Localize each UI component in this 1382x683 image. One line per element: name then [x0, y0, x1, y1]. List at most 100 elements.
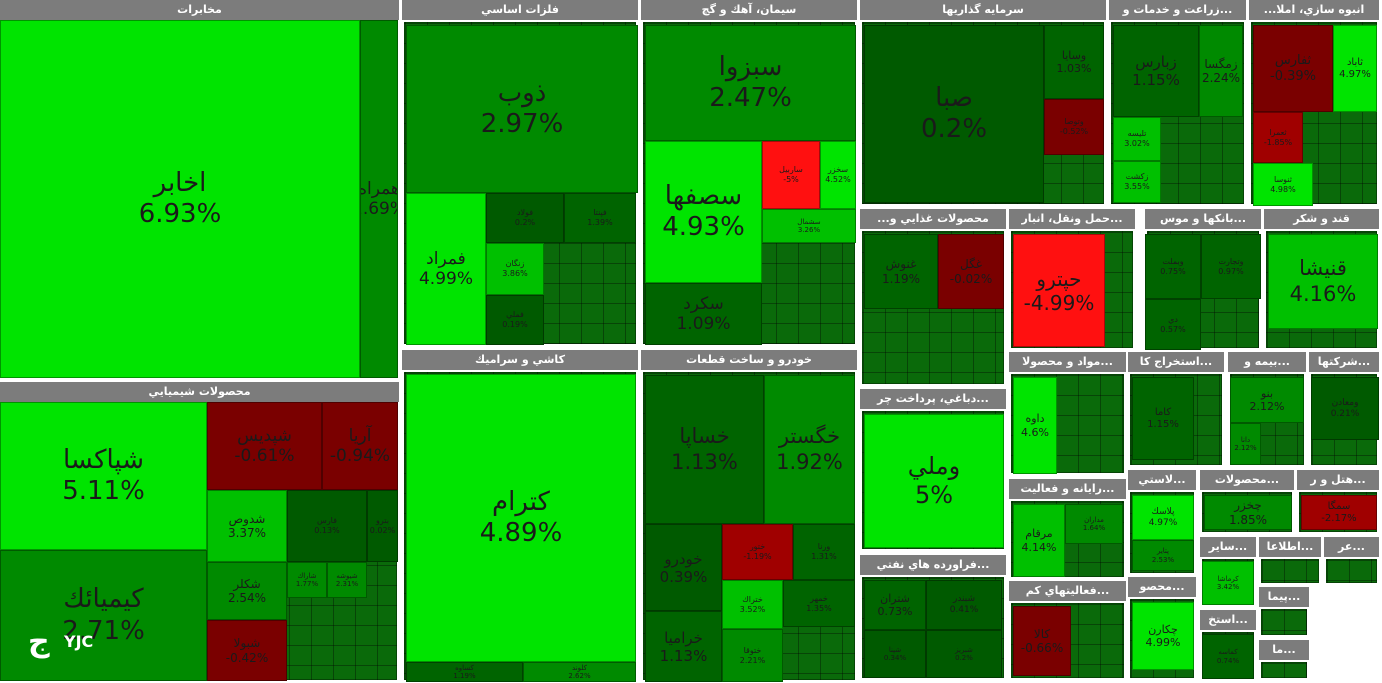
sector-5[interactable]: خودرو و ساخت قطعات خساپا 1.13% خگستر 1.92% خو…: [641, 350, 857, 682]
stock-tile[interactable]: سصفها 4.93%: [645, 141, 762, 283]
stock-tile[interactable]: مرقام 4.14%: [1013, 504, 1065, 577]
stock-tile[interactable]: كترام 4.89%: [406, 374, 636, 662]
sector-13[interactable]: ...دباغي، پرداخت چر وملي 5%: [860, 389, 1006, 551]
stock-tile[interactable]: كساوه 1.19%: [406, 662, 523, 682]
sector-17[interactable]: ...شركتها ومعادن 0.21%: [1309, 352, 1379, 467]
sector-6[interactable]: سرمايه گذاريها صبا 0.2% وسايا 1.03% وتوصا -0.5…: [860, 0, 1106, 206]
stock-tile[interactable]: ورنا 1.31%: [793, 524, 855, 580]
stock-tile[interactable]: خودرو 0.39%: [645, 524, 722, 611]
stock-tile[interactable]: چخزر 1.85%: [1204, 495, 1292, 530]
sector-24[interactable]: ...محصو چكارن 4.99%: [1128, 577, 1196, 680]
stock-tile[interactable]: وملي 5%: [864, 414, 1004, 548]
sector-28[interactable]: ...عر: [1324, 537, 1379, 585]
stock-tile[interactable]: شاراك 1.77%: [287, 562, 327, 598]
stock-tile[interactable]: سبزوا 2.47%: [645, 25, 856, 141]
stock-tile[interactable]: بنو 2.12%: [1230, 377, 1304, 423]
stock-tile[interactable]: تليسه 3.02%: [1113, 117, 1161, 161]
stock-tile[interactable]: صبا 0.2%: [864, 25, 1044, 203]
sector-11[interactable]: ...بانكها و موس وبملت 0.75% وتجارت 0.97% دي 0.…: [1145, 209, 1261, 350]
sector-8[interactable]: انبوه سازي، املا... ثفارس -0.39% ثاباد 4.97%…: [1249, 0, 1379, 206]
stock-tile[interactable]: خساپا 1.13%: [645, 375, 764, 524]
stock-tile[interactable]: سخزر 4.52%: [820, 141, 856, 209]
stock-tile[interactable]: سشمال 3.26%: [762, 209, 856, 243]
sector-23[interactable]: ...فعاليتهاي كم كالا -0.66%: [1009, 581, 1126, 680]
stock-tile[interactable]: دي 0.57%: [1145, 299, 1201, 350]
stock-tile[interactable]: خراميا 1.13%: [645, 611, 722, 682]
stock-tile[interactable]: سكرد 1.09%: [645, 283, 762, 345]
stock-tile[interactable]: فولاد 0.2%: [486, 193, 564, 243]
stock-tile[interactable]: بترو 0.02%: [367, 490, 398, 562]
stock-tile[interactable]: زبارس 1.15%: [1113, 25, 1199, 117]
sector-9[interactable]: محصولات غذايي و... غنوش 1.19% غگل -0.02%: [860, 209, 1006, 386]
stock-tile[interactable]: زمگسا 2.24%: [1199, 25, 1243, 117]
stock-tile[interactable]: غنوش 1.19%: [864, 234, 938, 309]
stock-tile[interactable]: ذوب 2.97%: [406, 25, 638, 193]
stock-tile[interactable]: وتوصا -0.52%: [1044, 99, 1104, 155]
stock-tile[interactable]: ساربيل -5%: [762, 141, 820, 209]
stock-tile[interactable]: ختوقا 2.21%: [722, 629, 783, 682]
sector-7[interactable]: ...زراعت و خدمات و زبارس 1.15% زمگسا 2.24% تل…: [1109, 0, 1246, 206]
stock-tile[interactable]: ثعمرا -1.85%: [1253, 112, 1303, 163]
stock-tile[interactable]: مداران 1.64%: [1065, 504, 1123, 544]
sector-15[interactable]: ...استخراج كا كاما 1.15%: [1128, 352, 1224, 467]
stock-tile[interactable]: شكلر 2.54%: [207, 562, 287, 620]
stock-tile[interactable]: پتاير 2.53%: [1132, 540, 1194, 571]
sector-18[interactable]: ...رايانه و فعاليت مرقام 4.14% مداران 1.64%: [1009, 479, 1126, 579]
stock-tile[interactable]: شپديس -0.61%: [207, 402, 322, 490]
stock-tile[interactable]: شپاكسا 5.11%: [0, 402, 207, 550]
stock-tile[interactable]: كلوند 2.62%: [523, 662, 636, 682]
sector-10[interactable]: ...حمل ونقل، انبار حپترو -4.99%: [1009, 209, 1135, 350]
stock-tile[interactable]: كماسه 0.74%: [1202, 634, 1254, 679]
sector-26[interactable]: ...ساير كرماشا 3.42%: [1200, 537, 1256, 607]
stock-tile[interactable]: سمگا -2.17%: [1301, 495, 1377, 530]
sector-30[interactable]: ...ما: [1259, 640, 1309, 680]
stock-tile[interactable]: داوه 4.6%: [1013, 377, 1057, 474]
sector-2[interactable]: فلزات اساسي ذوب 2.97% فمراد 4.99% فولاد 0.2% فپ…: [402, 0, 638, 346]
stock-tile[interactable]: فمراد 4.99%: [406, 193, 486, 345]
stock-tile[interactable]: فارس 0.13%: [287, 490, 367, 562]
stock-tile[interactable]: غگل -0.02%: [938, 234, 1004, 309]
stock-tile[interactable]: كاما 1.15%: [1132, 377, 1194, 460]
stock-tile[interactable]: شدوص 3.37%: [207, 490, 287, 562]
sector-4[interactable]: سيمان، آهك و گچ سبزوا 2.47% سصفها 4.93% سكرد 1…: [641, 0, 857, 346]
stock-tile[interactable]: شبريز 0.2%: [926, 630, 1002, 678]
sector-29[interactable]: ...پيما: [1259, 587, 1309, 637]
sector-14[interactable]: ...مواد و محصولا داوه 4.6%: [1009, 352, 1126, 475]
stock-tile[interactable]: وسايا 1.03%: [1044, 25, 1104, 99]
sector-20[interactable]: ...محصولات چخزر 1.85%: [1200, 470, 1294, 534]
sector-12[interactable]: قند و شكر قنيشا 4.16%: [1264, 209, 1379, 350]
stock-tile[interactable]: ثاباد 4.97%: [1333, 25, 1377, 112]
stock-tile[interactable]: آريا -0.94%: [322, 402, 398, 490]
sector-25[interactable]: ...استخ كماسه 0.74%: [1200, 610, 1256, 680]
stock-tile[interactable]: ثنوسا 4.98%: [1253, 163, 1313, 206]
stock-tile[interactable]: اخابر 6.93%: [0, 20, 360, 378]
stock-tile[interactable]: وبملت 0.75%: [1145, 234, 1201, 299]
stock-tile[interactable]: كالا -0.66%: [1013, 606, 1071, 676]
stock-tile[interactable]: ثفارس -0.39%: [1253, 25, 1333, 112]
stock-tile[interactable]: خگستر 1.92%: [764, 375, 855, 524]
stock-tile[interactable]: شپنا 0.34%: [864, 630, 926, 678]
stock-tile[interactable]: ختور -1.19%: [722, 524, 793, 580]
stock-tile[interactable]: قنيشا 4.16%: [1268, 234, 1378, 329]
stock-tile[interactable]: زكشت 3.55%: [1113, 161, 1161, 203]
stock-tile[interactable]: زنگان 3.86%: [486, 243, 544, 295]
stock-tile[interactable]: ختراك 3.52%: [722, 580, 783, 629]
sector-21[interactable]: ...هتل و ر سمگا -2.17%: [1297, 470, 1379, 534]
stock-tile[interactable]: فملي 0.19%: [486, 295, 544, 345]
stock-tile[interactable]: شبندر 0.41%: [926, 580, 1002, 630]
stock-tile[interactable]: ومعادن 0.21%: [1311, 377, 1379, 440]
sector-3[interactable]: كاشي و سراميك كترام 4.89% كساوه 1.19% كلوند 2.…: [402, 350, 638, 682]
stock-tile[interactable]: كرماشا 3.42%: [1202, 561, 1254, 605]
stock-tile[interactable]: كيميائك 2.71%: [0, 550, 207, 681]
stock-tile[interactable]: شبولا -0.42%: [207, 620, 287, 681]
stock-tile[interactable]: پلاسك 4.97%: [1132, 495, 1194, 540]
stock-tile[interactable]: شتران 0.73%: [864, 580, 926, 630]
sector-16[interactable]: ...بيمه و بنو 2.12% دانا 2.12%: [1228, 352, 1306, 467]
sector-19[interactable]: ...لاستي پلاسك 4.97% پتاير 2.53%: [1128, 470, 1196, 575]
stock-tile[interactable]: فپنتا 1.39%: [564, 193, 636, 243]
stock-tile[interactable]: حپترو -4.99%: [1013, 234, 1105, 347]
stock-tile[interactable]: چكارن 4.99%: [1132, 602, 1194, 670]
sector-1[interactable]: محصولات شيميايي شپاكسا 5.11% كيميائك 2.71% شپ…: [0, 382, 399, 682]
stock-tile[interactable]: دانا 2.12%: [1230, 423, 1261, 465]
